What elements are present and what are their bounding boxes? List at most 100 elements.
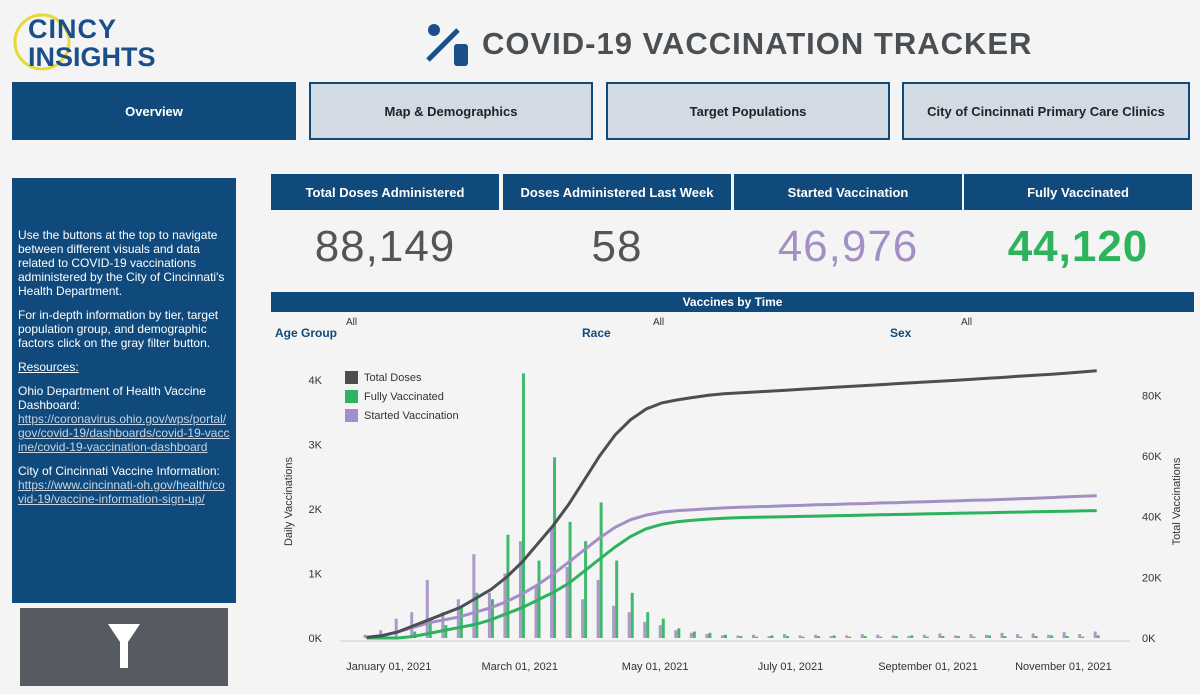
bar — [599, 502, 603, 638]
nav-button[interactable]: City of Cincinnati Primary Care Clinics — [902, 82, 1190, 140]
bar — [845, 635, 849, 638]
bar — [1019, 636, 1023, 638]
bar — [689, 632, 693, 638]
bar — [596, 579, 600, 638]
bar — [1050, 635, 1054, 638]
logo-ring — [13, 13, 71, 71]
bar — [394, 618, 398, 638]
x-tick-label: March 01, 2021 — [482, 661, 558, 673]
bar — [705, 634, 709, 638]
bar — [1047, 634, 1051, 638]
bar — [1065, 636, 1069, 638]
link-label: Ohio Department of Health Vaccine Dashbo… — [18, 384, 206, 412]
bar — [814, 634, 818, 638]
virus — [428, 24, 440, 36]
bar — [612, 605, 616, 638]
kpi-label: Started Vaccination — [734, 174, 962, 210]
bar — [720, 635, 724, 638]
bar — [783, 634, 787, 638]
bar — [984, 634, 988, 638]
filter-label: Age Group — [275, 326, 337, 340]
kpi-value: 44,120 — [1007, 222, 1149, 271]
bar — [829, 636, 833, 638]
bar — [770, 635, 774, 638]
bar — [969, 634, 973, 638]
bar — [459, 605, 463, 638]
bar — [1031, 633, 1035, 638]
filter-value[interactable]: All — [346, 317, 358, 328]
bar — [1093, 631, 1097, 638]
bar — [1078, 634, 1082, 638]
filter-value[interactable]: All — [961, 317, 973, 328]
kpi-value: 88,149 — [314, 222, 456, 271]
bar — [739, 636, 743, 638]
chart-title: Vaccines by Time — [271, 292, 1194, 312]
x-tick-label: September 01, 2021 — [878, 661, 978, 673]
sidebar-text: For in-depth information by tier, target… — [18, 308, 219, 350]
link[interactable]: https://coronavirus.ohio.gov/wps/portal/… — [18, 412, 230, 454]
nav-button[interactable]: Map & Demographics — [309, 82, 593, 140]
bar — [941, 636, 945, 638]
bar — [565, 567, 569, 638]
bar — [503, 573, 507, 638]
bar — [1003, 636, 1007, 638]
bar — [643, 621, 647, 638]
logo[interactable]: CINCY INSIGHTS — [12, 10, 172, 74]
bar — [894, 636, 898, 638]
bar — [1096, 635, 1100, 638]
bar — [863, 636, 867, 638]
bar — [646, 612, 650, 638]
nav-button[interactable]: Target Populations — [606, 82, 890, 140]
filter-value[interactable]: All — [653, 317, 665, 328]
legend-swatch — [345, 390, 358, 403]
y2-tick-label: 0K — [1142, 633, 1156, 645]
legend-label: Started Vaccination — [364, 410, 459, 422]
kpi-label: Fully Vaccinated — [964, 174, 1192, 210]
cumulative-line — [366, 369, 1097, 639]
bar — [428, 618, 432, 638]
cumulative-line — [366, 509, 1097, 640]
y2-tick-label: 40K — [1142, 512, 1162, 524]
bar — [987, 635, 991, 638]
funnel — [108, 624, 140, 668]
bar — [581, 599, 585, 638]
bar — [786, 636, 790, 638]
link[interactable]: https://www.cincinnati-oh.gov/health/cov… — [18, 478, 225, 506]
filter-button[interactable] — [20, 608, 228, 686]
y-tick-label: 2K — [309, 504, 323, 516]
bar — [363, 634, 367, 638]
y-axis-title: Daily Vaccinations — [283, 456, 295, 546]
bar — [521, 373, 525, 638]
bar — [534, 586, 538, 638]
y-tick-label: 4K — [309, 375, 323, 387]
bar — [832, 635, 836, 638]
bar — [972, 636, 976, 638]
bar — [677, 628, 681, 638]
bar — [537, 560, 541, 638]
bar — [413, 631, 417, 638]
bar — [658, 625, 662, 638]
bar — [674, 630, 678, 638]
bar — [441, 612, 445, 638]
x-tick-label: May 01, 2021 — [622, 661, 689, 673]
nav-button[interactable]: Overview — [12, 82, 296, 140]
bar — [615, 560, 619, 638]
y2-tick-label: 20K — [1142, 572, 1162, 584]
legend-swatch — [345, 409, 358, 422]
bar — [817, 636, 821, 638]
y2-tick-label: 80K — [1142, 390, 1162, 402]
logo-mark — [13, 13, 71, 71]
bar — [490, 599, 494, 638]
kpi-value: 46,976 — [777, 222, 919, 271]
bar — [692, 631, 696, 638]
bar — [379, 630, 383, 638]
bar — [1034, 636, 1038, 638]
filter-icon — [108, 624, 140, 668]
legend-swatch — [345, 371, 358, 384]
bar — [1062, 632, 1066, 638]
sidebar-text: Use the buttons at the top to navigate b… — [18, 228, 225, 298]
bar — [754, 636, 758, 638]
link-label: City of Cincinnati Vaccine Information: — [18, 464, 220, 478]
kpi-label: Doses Administered Last Week — [503, 174, 731, 210]
bar — [550, 528, 554, 638]
